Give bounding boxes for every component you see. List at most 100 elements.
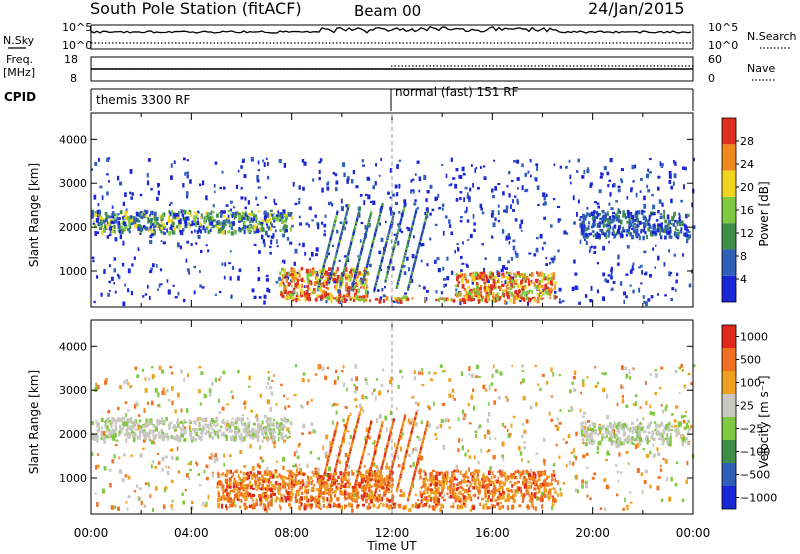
scatter-cell xyxy=(137,226,140,231)
scatter-cell xyxy=(381,478,384,482)
scatter-cell xyxy=(677,220,680,224)
scatter-cell xyxy=(642,448,645,451)
scatter-cell xyxy=(577,199,580,204)
scatter-cell xyxy=(590,285,593,291)
scatter-cell xyxy=(464,452,467,457)
scatter-cell xyxy=(329,478,332,481)
scatter-cell xyxy=(262,506,265,511)
scatter-cell xyxy=(267,424,270,428)
scatter-cell xyxy=(455,292,459,298)
scatter-cell xyxy=(656,485,660,491)
scatter-cell xyxy=(365,492,367,497)
scatter-cell xyxy=(578,218,582,222)
scatter-cell xyxy=(477,299,481,304)
scatter-cell xyxy=(265,432,268,438)
scatter-cell xyxy=(559,218,562,222)
scatter-cell xyxy=(183,378,185,383)
scatter-cell xyxy=(239,450,243,455)
scatter-cell xyxy=(664,224,668,230)
scatter-cell xyxy=(164,487,167,493)
scatter-cell xyxy=(275,214,279,218)
scatter-cell xyxy=(420,243,423,247)
scatter-cell xyxy=(139,193,143,197)
scatter-cell xyxy=(443,277,446,281)
scatter-cell xyxy=(205,226,209,230)
scatter-cell xyxy=(190,505,194,511)
scatter-cell xyxy=(497,220,501,223)
scatter-cell xyxy=(392,300,396,303)
scatter-cell xyxy=(324,214,327,218)
scatter-cell xyxy=(237,494,240,500)
scatter-cell xyxy=(478,375,481,379)
scatter-cell xyxy=(318,169,321,174)
scatter-cell xyxy=(163,225,166,229)
scatter-cell xyxy=(550,273,553,276)
scatter-cell xyxy=(279,422,283,425)
scatter-cell xyxy=(388,481,391,487)
scatter-cell xyxy=(586,452,589,457)
scatter-cell xyxy=(637,233,640,236)
scatter-cell xyxy=(409,421,413,425)
scatter-cell xyxy=(599,507,603,511)
scatter-cell xyxy=(533,298,537,303)
scatter-cell xyxy=(160,429,163,432)
scatter-cell xyxy=(611,221,614,224)
scatter-cell xyxy=(319,505,323,509)
scatter-cell xyxy=(288,293,292,296)
scatter-cell xyxy=(598,423,601,427)
scatter-cell xyxy=(428,371,431,375)
scatter-cell xyxy=(141,227,144,231)
scatter-cell xyxy=(621,398,625,404)
scatter-cell xyxy=(234,425,238,430)
scatter-cell xyxy=(543,201,547,206)
scatter-cell xyxy=(150,400,154,406)
scatter-cell xyxy=(291,216,294,220)
scatter-cell xyxy=(346,495,349,499)
scatter-cell xyxy=(270,432,273,438)
scatter-cell xyxy=(652,443,655,447)
scatter-cell xyxy=(118,456,121,460)
scatter-cell xyxy=(281,267,285,272)
scatter-cell xyxy=(159,268,163,272)
scatter-cell xyxy=(612,183,614,188)
scatter-cell xyxy=(610,270,613,275)
scatter-cell xyxy=(279,229,282,233)
scatter-cell xyxy=(676,229,680,232)
scatter-cell xyxy=(358,483,362,489)
scatter-cell xyxy=(232,472,235,477)
scatter-cell xyxy=(96,384,100,390)
scatter-cell xyxy=(168,230,172,236)
scatter-cell xyxy=(373,440,376,444)
scatter-cell xyxy=(261,459,265,463)
scatter-cell xyxy=(198,421,201,426)
scatter-cell xyxy=(107,409,111,414)
scatter-cell xyxy=(483,176,487,181)
scatter-cell xyxy=(217,473,221,478)
scatter-cell xyxy=(664,406,667,412)
scatter-cell xyxy=(675,461,679,465)
scatter-cell xyxy=(589,428,593,431)
scatter-cell xyxy=(303,279,306,283)
scatter-cell xyxy=(321,366,325,371)
scatter-cell xyxy=(216,431,220,437)
scatter-cell xyxy=(249,433,252,439)
scatter-cell xyxy=(468,455,472,459)
scatter-cell xyxy=(352,287,355,292)
scatter-cell xyxy=(324,451,328,456)
scatter-cell xyxy=(457,284,459,288)
scatter-cell xyxy=(193,221,197,226)
scatter-cell xyxy=(317,503,321,508)
scatter-cell xyxy=(273,198,276,204)
scatter-cell xyxy=(328,267,331,271)
scatter-cell xyxy=(656,186,660,191)
scatter-cell xyxy=(191,436,195,441)
scatter-cell xyxy=(594,384,598,388)
scatter-cell xyxy=(193,430,196,434)
scatter-cell xyxy=(166,470,170,476)
scatter-cell xyxy=(310,273,313,277)
scatter-cell xyxy=(645,400,648,406)
scatter-cell xyxy=(242,495,246,499)
scatter-cell xyxy=(584,480,588,484)
scatter-cell xyxy=(328,292,332,296)
scatter-cell xyxy=(335,180,339,185)
